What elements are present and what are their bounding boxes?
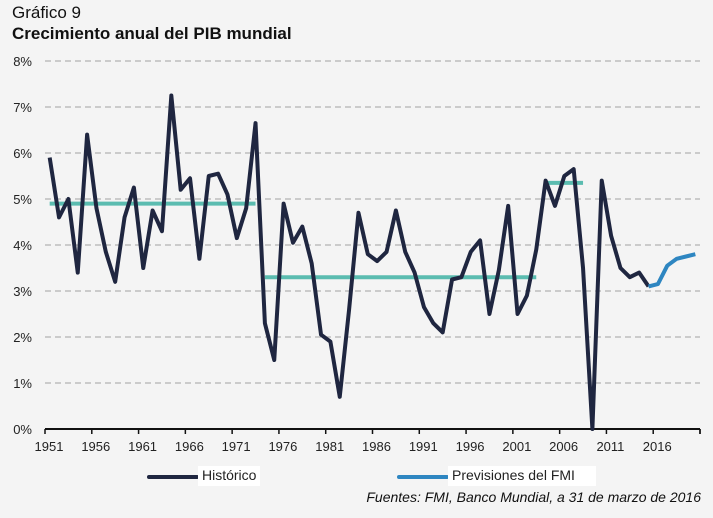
- x-tick-label: 1961: [128, 439, 157, 454]
- x-tick-label: 1976: [268, 439, 297, 454]
- x-tick-label: 2006: [549, 439, 578, 454]
- y-tick-label: 8%: [13, 54, 32, 69]
- y-tick-label: 4%: [13, 238, 32, 253]
- legend-swatch-historico: [147, 475, 199, 479]
- series-previsiones-line: [648, 252, 696, 289]
- x-tick-label: 1996: [456, 439, 485, 454]
- legend-swatch-previsiones: [397, 475, 449, 479]
- x-tick-label: 1956: [81, 439, 110, 454]
- source-note: Fuentes: FMI, Banco Mundial, a 31 de mar…: [366, 489, 701, 505]
- y-tick-label: 3%: [13, 284, 32, 299]
- x-tick-label: 1981: [315, 439, 344, 454]
- x-tick-label: 2016: [643, 439, 672, 454]
- legend-label-historico: Histórico: [198, 466, 261, 486]
- chart-supertitle: Gráfico 9: [12, 3, 81, 22]
- series-historico-line: [47, 93, 651, 431]
- y-tick-label: 1%: [13, 376, 32, 391]
- y-tick-label: 5%: [13, 192, 32, 207]
- x-tick-label: 1986: [362, 439, 391, 454]
- legend-label-previsiones: Previsiones del FMI: [448, 466, 596, 486]
- y-tick-label: 6%: [13, 146, 32, 161]
- x-tick-label: 1971: [222, 439, 251, 454]
- y-tick-label: 0%: [13, 422, 32, 437]
- x-tick-label: 1991: [409, 439, 438, 454]
- y-tick-label: 7%: [13, 100, 32, 115]
- x-tick-label: 2011: [596, 439, 624, 454]
- x-tick-label: 1966: [175, 439, 204, 454]
- chart-title: Crecimiento anual del PIB mundial: [12, 24, 292, 43]
- x-tick-label: 1951: [35, 439, 64, 454]
- y-tick-label: 2%: [13, 330, 32, 345]
- x-tick-label: 2001: [502, 439, 531, 454]
